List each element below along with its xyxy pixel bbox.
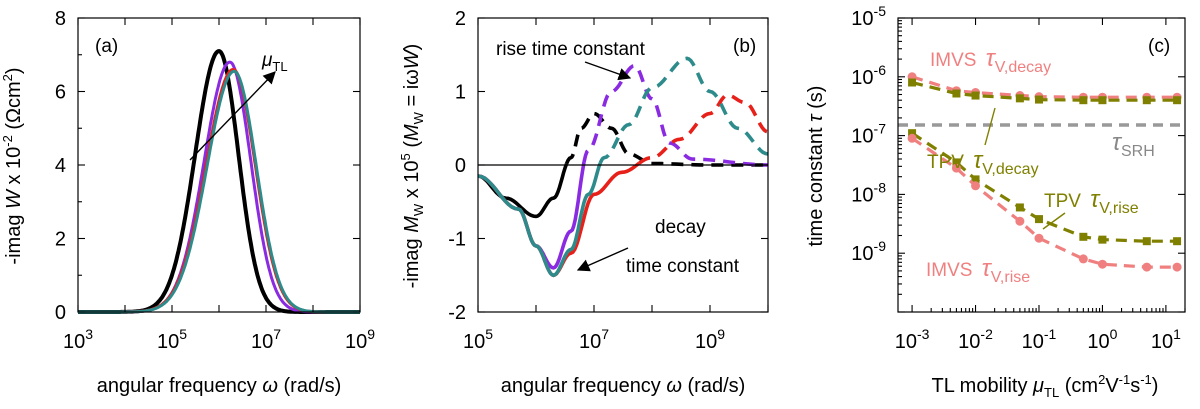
panel-c-point <box>1034 95 1043 104</box>
panel-c-point <box>952 158 961 167</box>
mobility-arrow <box>189 71 276 161</box>
decay-arrow <box>576 247 629 272</box>
panel-c-point <box>1079 232 1088 241</box>
panel-a-y-tick-label: 6 <box>55 82 66 104</box>
panel-b-series-positive <box>582 63 769 167</box>
panel-c-point <box>1015 94 1024 103</box>
panel-c-point <box>1079 96 1088 105</box>
panel-c-point <box>1098 235 1107 244</box>
panel-c-point <box>1015 203 1024 212</box>
panel-b-series-negative <box>477 162 569 219</box>
panel-a-chart: 103 105 107 109 0 2 4 6 8 (a) μTL angular freque… <box>0 8 375 397</box>
panel-a-tag: (a) <box>95 36 118 57</box>
panel-b-tag: (b) <box>733 36 756 57</box>
panel-c-point <box>907 133 917 143</box>
panel-a-y-tick-label: 2 <box>55 229 66 251</box>
panel-b-ylabel: -imag MW x 105 (MW = iωW) <box>398 44 426 289</box>
panel-a-series-line <box>78 49 360 314</box>
panel-c-x-tick-label: 10-1 <box>1022 326 1057 353</box>
tpv-decay-pointer <box>984 107 996 146</box>
panel-c-point <box>1172 262 1182 272</box>
panel-b-x-tick-label: 105 <box>463 326 493 353</box>
panel-c-frame <box>897 17 1186 313</box>
panel-c-x-tick-label: 101 <box>1151 326 1181 353</box>
panel-b-y-tick-label: -1 <box>448 229 466 251</box>
panel-c-point <box>1142 237 1151 246</box>
panel-c-point <box>951 163 961 173</box>
panel-a-x-tick-label: 105 <box>157 326 187 353</box>
panel-a-xlabel: angular frequency ω (rad/s) <box>97 375 342 397</box>
panel-b-x-tick-label: 109 <box>695 326 725 353</box>
panel-c-point <box>1078 254 1088 264</box>
panel-c-point <box>908 129 917 138</box>
panel-c-point <box>1173 96 1182 105</box>
panel-b-series-positive <box>564 111 768 167</box>
panel-c-point <box>908 78 917 87</box>
panel-c-x-tick-label: 100 <box>1087 326 1117 353</box>
tpv-rise-pointer <box>1042 212 1066 230</box>
panel-b-y-tick-label: 2 <box>455 8 466 30</box>
panel-c-series-line <box>911 136 1178 269</box>
panel-c-point <box>1098 96 1107 105</box>
panel-a-y-tick-label: 8 <box>55 8 66 30</box>
panel-c-point <box>971 181 981 191</box>
panel-c-point <box>1097 259 1107 269</box>
panel-c-point <box>1015 216 1025 226</box>
panel-c-x-tick-label: 10-3 <box>895 326 930 353</box>
panel-c-point <box>952 89 961 98</box>
panel-b-xlabel: angular frequency ω (rad/s) <box>501 375 746 397</box>
mobility-arrow-label: μTL <box>261 50 288 74</box>
panel-c-series-line <box>911 75 1178 99</box>
panel-c-y-tick-label: 10-5 <box>851 3 886 30</box>
panel-a-series-line <box>78 69 360 314</box>
panel-c-point <box>1142 96 1151 105</box>
label-imvs-decay: IMVS τV,decay <box>930 45 1051 76</box>
panel-c-tag: (c) <box>1148 36 1170 57</box>
panel-b-x-tick-label: 107 <box>579 326 609 353</box>
panel-c-point <box>1142 262 1152 272</box>
panel-c-y-tick-label: 10-9 <box>851 238 886 265</box>
panel-b-y-tick-label: 0 <box>455 155 466 177</box>
panel-b-series-positive <box>638 93 769 165</box>
panel-c-chart: 10-3 10-2 10-1 100 101 10-9 10-8 10-7 10-6 10-5 (… <box>805 3 1186 400</box>
panel-c-y-tick-label: 10-6 <box>851 62 886 89</box>
panel-c-point <box>971 175 980 184</box>
panel-a-x-tick-label: 109 <box>345 326 375 353</box>
panel-c-point <box>1034 215 1043 224</box>
panel-a-y-tick-label: 4 <box>55 155 66 177</box>
label-tpv-rise: TPV τV,rise <box>1044 186 1139 217</box>
rise-annotation: rise time constant <box>496 39 646 60</box>
label-tpv-decay: TPV τV,decay <box>927 147 1039 178</box>
panel-a-y-tick-label: 0 <box>55 302 66 324</box>
panel-c-point <box>971 91 980 100</box>
panel-b-series-negative <box>477 162 602 278</box>
panel-a-ylabel: -imag W x 10-2 (Ωcm2) <box>0 67 25 264</box>
panel-b-series-positive <box>598 56 769 164</box>
panel-c-point <box>1034 233 1044 243</box>
rise-arrow <box>584 61 632 81</box>
panel-c-x-tick-label: 10-2 <box>958 326 993 353</box>
decay-annotation: decay <box>655 217 706 238</box>
panel-a-frame <box>77 17 361 313</box>
panel-b-y-tick-label: -2 <box>448 302 466 324</box>
panel-c-point <box>1173 237 1182 246</box>
panel-c-y-tick-label: 10-8 <box>851 179 886 206</box>
panel-a-x-tick-label: 107 <box>251 326 281 353</box>
panel-b-y-tick-label: 1 <box>455 82 466 104</box>
panel-c-xlabel: TL mobility μTL (cm2V-1s-1) <box>932 372 1159 400</box>
panel-c-ylabel: time constant τ (s) <box>805 86 827 247</box>
panel-c-y-tick-label: 10-7 <box>851 121 886 148</box>
label-imvs-rise: IMVS τV,rise <box>926 255 1030 286</box>
label-srh: τSRH <box>1112 129 1155 160</box>
decay-annotation-2: time constant <box>626 256 740 277</box>
panel-a-x-tick-label: 103 <box>63 326 93 353</box>
